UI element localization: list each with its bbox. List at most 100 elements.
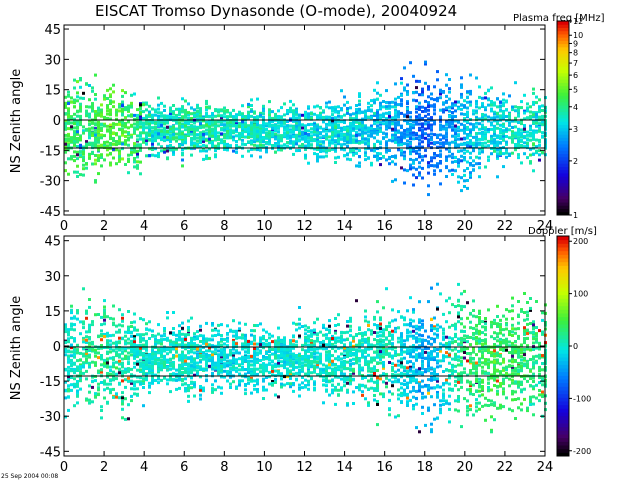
data-cell bbox=[187, 370, 190, 374]
data-cell bbox=[112, 349, 115, 353]
data-cell bbox=[130, 399, 133, 403]
data-cell bbox=[160, 111, 163, 115]
data-cell bbox=[283, 131, 286, 135]
data-cell bbox=[64, 323, 67, 327]
data-cell bbox=[382, 100, 385, 103]
data-cell bbox=[337, 132, 340, 136]
colorbar-segment bbox=[557, 105, 569, 109]
x-tick-label: 4 bbox=[140, 219, 148, 234]
data-cell bbox=[427, 141, 430, 144]
data-cell bbox=[469, 73, 472, 77]
data-cell bbox=[73, 132, 76, 136]
data-cell bbox=[475, 105, 478, 109]
data-cell bbox=[196, 337, 199, 341]
data-cell bbox=[295, 137, 298, 141]
data-cell bbox=[187, 386, 190, 390]
data-cell bbox=[79, 143, 82, 147]
data-cell bbox=[175, 132, 178, 136]
data-cell bbox=[190, 153, 193, 157]
data-cell bbox=[502, 135, 505, 139]
data-cell bbox=[289, 141, 292, 145]
data-cell bbox=[385, 127, 388, 131]
data-cell bbox=[76, 91, 79, 95]
data-cell bbox=[250, 154, 253, 158]
data-cell bbox=[403, 88, 406, 92]
data-cell bbox=[70, 304, 73, 308]
data-cell bbox=[304, 147, 307, 151]
colorbar-segment bbox=[557, 50, 569, 54]
data-cell bbox=[142, 140, 145, 144]
data-cell bbox=[118, 367, 121, 371]
data-cell bbox=[70, 136, 73, 140]
data-cell bbox=[163, 337, 166, 341]
data-cell bbox=[169, 127, 172, 131]
data-cell bbox=[166, 121, 169, 125]
data-cell bbox=[430, 104, 433, 108]
data-cell bbox=[463, 126, 466, 130]
data-cell bbox=[406, 83, 409, 87]
data-cell bbox=[289, 99, 292, 103]
data-cell bbox=[316, 128, 319, 132]
colorbar-segment bbox=[557, 163, 569, 167]
data-cell bbox=[418, 135, 421, 139]
data-cell bbox=[166, 336, 169, 340]
data-cell bbox=[388, 162, 391, 166]
data-cell bbox=[70, 376, 73, 379]
data-cell bbox=[472, 128, 475, 132]
data-cell bbox=[439, 125, 442, 129]
data-cell bbox=[319, 136, 322, 140]
data-cell bbox=[181, 352, 184, 356]
data-cell bbox=[376, 155, 379, 159]
data-cell bbox=[73, 346, 76, 350]
data-cell bbox=[421, 123, 424, 127]
data-cell bbox=[253, 130, 256, 134]
data-cell bbox=[298, 127, 301, 131]
data-cell bbox=[364, 109, 367, 113]
data-cell bbox=[292, 130, 295, 134]
data-cell bbox=[181, 383, 184, 387]
data-cell bbox=[496, 97, 499, 101]
data-cell bbox=[352, 112, 355, 116]
data-cell bbox=[343, 103, 346, 107]
data-cell bbox=[199, 348, 202, 352]
data-cell bbox=[178, 366, 181, 370]
data-cell bbox=[274, 137, 277, 141]
data-cell bbox=[166, 368, 169, 372]
data-cell bbox=[307, 123, 310, 127]
data-cell bbox=[124, 349, 127, 353]
data-cell bbox=[445, 126, 448, 130]
data-cell bbox=[490, 152, 493, 156]
data-cell bbox=[334, 156, 337, 160]
data-cell bbox=[118, 341, 121, 345]
data-cell bbox=[205, 112, 208, 116]
data-cell bbox=[337, 155, 340, 159]
data-cell bbox=[199, 126, 202, 130]
data-cell bbox=[91, 360, 94, 364]
data-cell bbox=[196, 361, 199, 365]
data-cell bbox=[100, 323, 103, 327]
data-cell bbox=[88, 156, 91, 160]
data-cell bbox=[121, 369, 124, 373]
data-cell bbox=[214, 132, 217, 136]
data-cell bbox=[445, 135, 448, 139]
data-cell bbox=[328, 115, 331, 119]
data-cell bbox=[505, 148, 508, 152]
data-cell bbox=[121, 102, 124, 106]
data-cell bbox=[295, 116, 298, 120]
data-cell bbox=[175, 344, 178, 348]
data-cell bbox=[97, 351, 100, 355]
data-cell bbox=[481, 134, 484, 138]
data-cell bbox=[316, 117, 319, 121]
x-tick-label: 18 bbox=[416, 219, 433, 234]
data-cell bbox=[367, 115, 370, 119]
data-cell bbox=[469, 122, 472, 126]
plasma-frequency-scatter bbox=[64, 60, 547, 197]
data-cell bbox=[292, 135, 295, 139]
data-cell bbox=[151, 121, 154, 125]
data-cell bbox=[136, 360, 139, 364]
data-cell bbox=[298, 116, 301, 120]
data-cell bbox=[100, 108, 103, 112]
data-cell bbox=[406, 110, 409, 114]
data-cell bbox=[385, 106, 388, 110]
data-cell bbox=[142, 121, 145, 125]
